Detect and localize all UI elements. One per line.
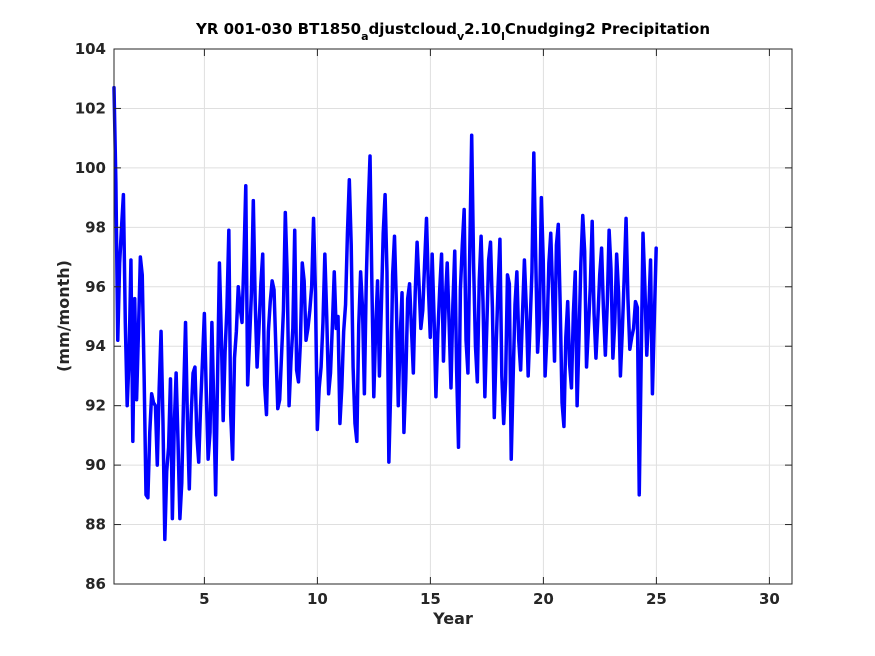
- chart-title: YR 001-030 BT1850adjustcloudv2.10lCnudgi…: [195, 20, 710, 43]
- x-tick-label: 15: [420, 590, 441, 608]
- y-tick-label: 102: [75, 99, 106, 117]
- y-tick-label: 90: [85, 456, 106, 474]
- title-sub-v: v: [457, 30, 465, 43]
- y-axis-label: (mm/month): [54, 260, 73, 372]
- y-tick-label: 96: [85, 278, 106, 296]
- y-tick-label: 86: [85, 575, 106, 593]
- x-tick-label: 5: [199, 590, 209, 608]
- title-part-1: djustcloud: [369, 20, 457, 38]
- y-tick-label: 98: [85, 218, 106, 236]
- x-tick-label: 10: [307, 590, 328, 608]
- y-tick-label: 100: [75, 159, 106, 177]
- y-tick-label: 94: [85, 337, 106, 355]
- tick-labels: 5 10 15 20 25 30 86 88 90 92 94 96 98 100 102 104: [75, 40, 780, 608]
- title-sub-a: a: [361, 30, 368, 43]
- y-tick-label: 92: [85, 397, 106, 415]
- y-tick-label: 88: [85, 516, 106, 534]
- tick-marks: [114, 48, 792, 585]
- title-part-2: 2.10: [464, 20, 501, 38]
- title-part-main: YR 001-030 BT1850: [195, 20, 361, 38]
- x-tick-label: 25: [646, 590, 667, 608]
- plot-frame: [113, 48, 793, 585]
- y-tick-label: 104: [75, 40, 106, 58]
- series-group: [112, 85, 658, 542]
- x-tick-label: 30: [759, 590, 780, 608]
- title-part-3: Cnudging2 Precipitation: [505, 20, 710, 38]
- title-sub-l: l: [501, 30, 505, 43]
- x-axis-label: Year: [432, 609, 473, 628]
- x-tick-label: 20: [533, 590, 554, 608]
- precipitation-series-line: [112, 85, 658, 542]
